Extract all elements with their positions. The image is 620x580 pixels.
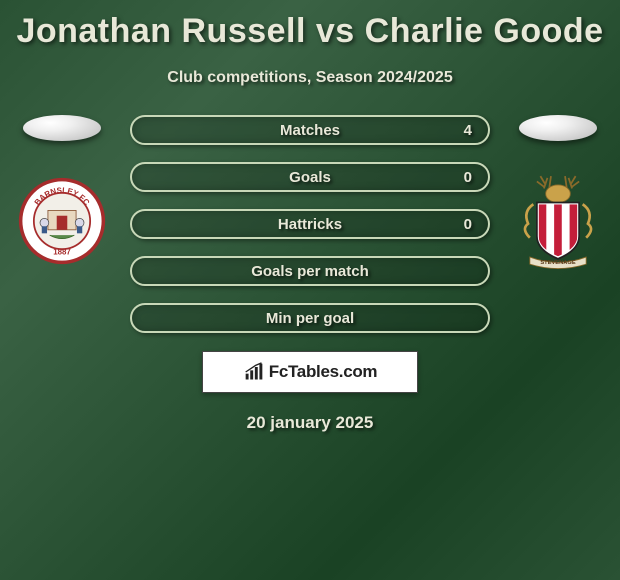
stat-label: Min per goal [266, 310, 354, 327]
stat-value: 0 [464, 216, 472, 233]
left-club-crest: BARNSLEY FC 1887 [18, 177, 106, 265]
stat-row-goals: Goals 0 [130, 162, 490, 192]
stat-value: 0 [464, 169, 472, 186]
brand-text: FcTables.com [269, 362, 378, 382]
right-side: STEVENAGE [508, 115, 608, 333]
left-side: BARNSLEY FC 1887 [12, 115, 112, 333]
stat-row-hattricks: Hattricks 0 [130, 209, 490, 239]
date-text: 20 january 2025 [0, 413, 620, 433]
brand-box: FcTables.com [202, 351, 418, 393]
stat-value: 4 [464, 122, 472, 139]
stats-column: Matches 4 Goals 0 Hattricks 0 Goals per … [130, 115, 490, 333]
stat-row-min-per-goal: Min per goal [130, 303, 490, 333]
right-orb [519, 115, 597, 141]
stat-label: Goals per match [251, 263, 369, 280]
svg-text:STEVENAGE: STEVENAGE [540, 260, 575, 266]
stat-label: Matches [280, 122, 340, 139]
subtitle: Club competitions, Season 2024/2025 [0, 69, 620, 87]
stat-row-matches: Matches 4 [130, 115, 490, 145]
left-orb [23, 115, 101, 141]
chart-icon [243, 362, 265, 382]
stat-label: Hattricks [278, 216, 342, 233]
stat-label: Goals [289, 169, 331, 186]
page-title: Jonathan Russell vs Charlie Goode [0, 0, 620, 51]
comparison-content: BARNSLEY FC 1887 Matches 4 Goals 0 Ha [0, 115, 620, 333]
right-club-crest: STEVENAGE [514, 177, 602, 265]
svg-text:1887: 1887 [53, 247, 71, 256]
stat-row-goals-per-match: Goals per match [130, 256, 490, 286]
